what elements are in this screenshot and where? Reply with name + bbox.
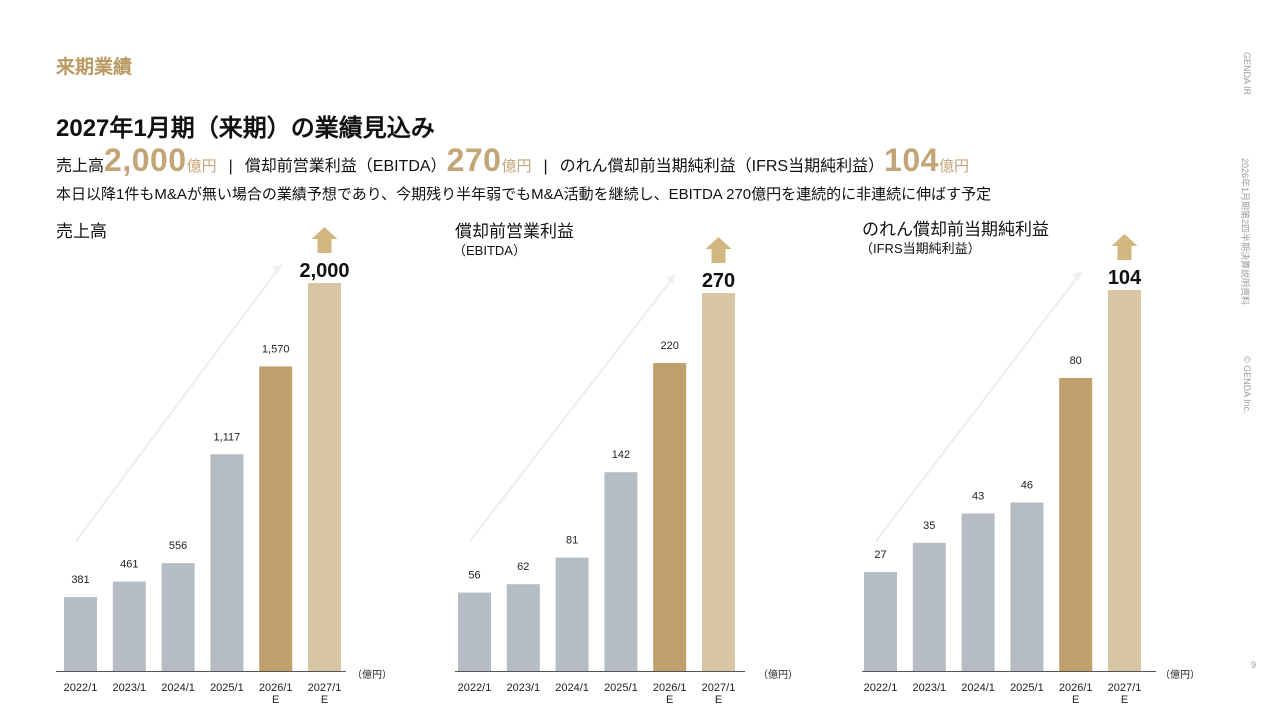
- bar-value-label: 461: [120, 559, 138, 571]
- summary-netincome-label: のれん償却前当期純利益（IFRS当期純利益）: [559, 158, 885, 175]
- chart-title: 償却前営業利益: [455, 222, 574, 241]
- up-arrow-icon: [705, 237, 732, 263]
- bar: [912, 542, 946, 671]
- bar: [555, 557, 589, 671]
- category-label: 2022/1: [458, 682, 492, 694]
- bar-value-label: 270: [702, 270, 735, 292]
- category-label: 2025/1: [604, 682, 638, 694]
- category-label: 2024/1: [961, 682, 995, 694]
- category-label: 2026/1: [1059, 682, 1093, 694]
- bar: [1108, 290, 1141, 671]
- chart-title: 売上高: [56, 222, 107, 241]
- unit-label: （億円）: [758, 668, 798, 681]
- bar-value-label: 2,000: [299, 260, 349, 282]
- bar-value-label: 62: [517, 561, 529, 573]
- bar-value-label: 80: [1070, 355, 1082, 367]
- bar: [308, 283, 341, 671]
- bar: [112, 581, 146, 671]
- summary-netincome-value: 104: [884, 142, 939, 178]
- category-label: E: [666, 694, 673, 706]
- category-label: 2024/1: [555, 682, 589, 694]
- bar-value-label: 556: [169, 540, 187, 552]
- category-label: 2026/1: [259, 682, 293, 694]
- forecast-note: 本日以降1件もM&Aが無い場合の業績予想であり、今期残り半年弱でもM&A活動を継…: [56, 186, 992, 203]
- category-label: 2024/1: [161, 682, 195, 694]
- bar: [259, 366, 293, 671]
- bar: [161, 563, 195, 671]
- bar: [702, 293, 735, 671]
- bar-value-label: 81: [566, 535, 578, 547]
- category-label: E: [715, 694, 722, 706]
- category-label: E: [321, 694, 328, 706]
- summary-ebitda-unit: 億円: [501, 158, 532, 175]
- category-label: 2027/1: [1108, 682, 1142, 694]
- category-label: 2022/1: [864, 682, 898, 694]
- bar-value-label: 220: [661, 340, 679, 352]
- bar-value-label: 43: [972, 490, 984, 502]
- bar: [458, 592, 491, 671]
- summary-separator: |: [543, 158, 548, 175]
- bar: [604, 472, 638, 671]
- bar: [64, 597, 97, 671]
- bar-value-label: 381: [71, 574, 89, 586]
- bar-value-label: 104: [1108, 267, 1142, 289]
- summary-ebitda-value: 270: [446, 142, 502, 178]
- summary-sales-label: 売上高: [56, 158, 105, 175]
- trend-line: [469, 274, 676, 542]
- trend-line-arrowhead: [1072, 272, 1082, 281]
- category-label: 2023/1: [912, 682, 946, 694]
- summary-netincome-unit: 億円: [938, 158, 969, 175]
- summary-separator: |: [228, 158, 233, 175]
- summary-ebitda-label: 償却前営業利益（EBITDA）: [244, 158, 447, 175]
- bar-value-label: 142: [612, 449, 630, 461]
- category-label: 2026/1: [653, 682, 687, 694]
- bar-value-label: 27: [874, 549, 886, 561]
- section-label: 来期業績: [56, 57, 133, 78]
- category-label: 2023/1: [506, 682, 540, 694]
- bar: [653, 363, 687, 671]
- category-label: 2025/1: [1010, 682, 1044, 694]
- trend-line-arrowhead: [272, 265, 282, 274]
- unit-label: （億円）: [352, 668, 392, 681]
- category-label: 2023/1: [112, 682, 146, 694]
- category-label: 2027/1: [308, 682, 342, 694]
- bar: [864, 572, 897, 671]
- category-label: E: [1121, 694, 1128, 706]
- trend-line-arrowhead: [666, 275, 676, 284]
- bar: [961, 513, 995, 671]
- chart-subtitle: （EBITDA）: [453, 243, 526, 258]
- trend-line: [75, 264, 283, 542]
- category-label: E: [1072, 694, 1079, 706]
- bar-value-label: 46: [1021, 479, 1033, 491]
- unit-label: （億円）: [1160, 668, 1200, 681]
- summary-sales-value: 2,000: [104, 142, 187, 178]
- up-arrow-icon: [311, 227, 338, 253]
- chart-title: のれん償却前当期純利益: [862, 220, 1049, 239]
- bar: [1010, 502, 1044, 671]
- bar: [506, 584, 540, 671]
- chart-subtitle: （IFRS当期純利益）: [860, 241, 981, 256]
- page-number: 9: [1251, 660, 1257, 670]
- up-arrow-icon: [1111, 234, 1138, 260]
- category-label: E: [272, 694, 279, 706]
- bar-value-label: 1,570: [262, 343, 290, 355]
- bar-value-label: 56: [468, 570, 480, 582]
- category-label: 2022/1: [64, 682, 98, 694]
- page-title: 2027年1月期（来期）の業績見込み: [56, 115, 435, 142]
- bar: [210, 454, 244, 671]
- category-label: 2025/1: [210, 682, 244, 694]
- trend-line: [875, 271, 1082, 542]
- category-label: 2027/1: [702, 682, 736, 694]
- bar: [1059, 377, 1093, 671]
- summary-line: 売上高 2,000 億円 | 償却前営業利益（EBITDA） 270 億円 | …: [56, 142, 981, 179]
- bar-value-label: 35: [923, 520, 935, 532]
- summary-sales-unit: 億円: [186, 158, 217, 175]
- bar-value-label: 1,117: [214, 431, 241, 443]
